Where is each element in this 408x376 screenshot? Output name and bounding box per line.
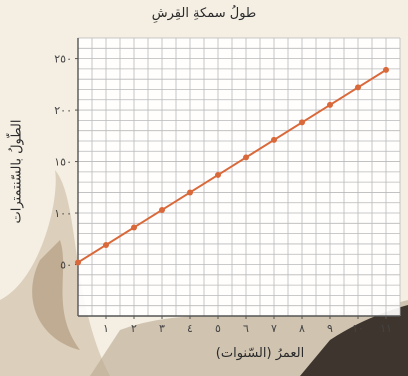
y-tick-label: ٥٠ — [60, 259, 72, 272]
data-point — [271, 136, 277, 143]
y-axis-label: الطّولُ بالسّنتمترات — [9, 119, 25, 224]
x-tick-label: ٥ — [215, 322, 221, 335]
x-tick-label: ٤ — [187, 322, 193, 335]
data-point — [131, 224, 137, 231]
data-point — [215, 171, 221, 178]
series-line — [77, 69, 387, 264]
y-tick-label: ٢٥٠ — [54, 53, 72, 66]
y-tick-label: ١٥٠ — [54, 156, 72, 169]
x-tick-label: ٦ — [243, 322, 249, 335]
x-tick-label: ١١ — [380, 322, 392, 335]
x-tick-label: ٣ — [159, 322, 165, 335]
x-tick-label: ٢ — [131, 322, 137, 335]
data-point — [75, 259, 81, 266]
data-point — [159, 206, 165, 213]
x-tick-label: ٩ — [327, 322, 333, 335]
tick-labels: ٥٠ ١٠٠ ١٥٠ ٢٠٠ ٢٥٠ ١ ٢ ٣ ٤ ٥ ٦ ٧ ٨ ٩ ١٠ ١١ — [54, 53, 392, 335]
chart-title: طولُ سمكةِ القِرشِ — [151, 6, 257, 21]
y-tick-label: ١٠٠ — [54, 207, 72, 220]
y-tick-label: ٢٠٠ — [54, 104, 72, 117]
data-point — [327, 101, 333, 108]
data-points — [75, 66, 389, 266]
x-tick-label: ١٠ — [352, 322, 364, 335]
data-point — [355, 84, 361, 91]
data-point — [299, 119, 305, 126]
data-point — [383, 66, 389, 73]
data-point — [187, 189, 193, 196]
x-tick-label: ١ — [103, 322, 109, 335]
x-tick-label: ٧ — [271, 322, 277, 335]
axes — [75, 38, 400, 319]
plot-area — [78, 38, 400, 316]
data-point — [103, 241, 109, 248]
x-axis-label: العمرُ (السّنوات) — [215, 346, 305, 361]
x-tick-label: ٨ — [299, 322, 305, 335]
data-point — [243, 154, 249, 161]
